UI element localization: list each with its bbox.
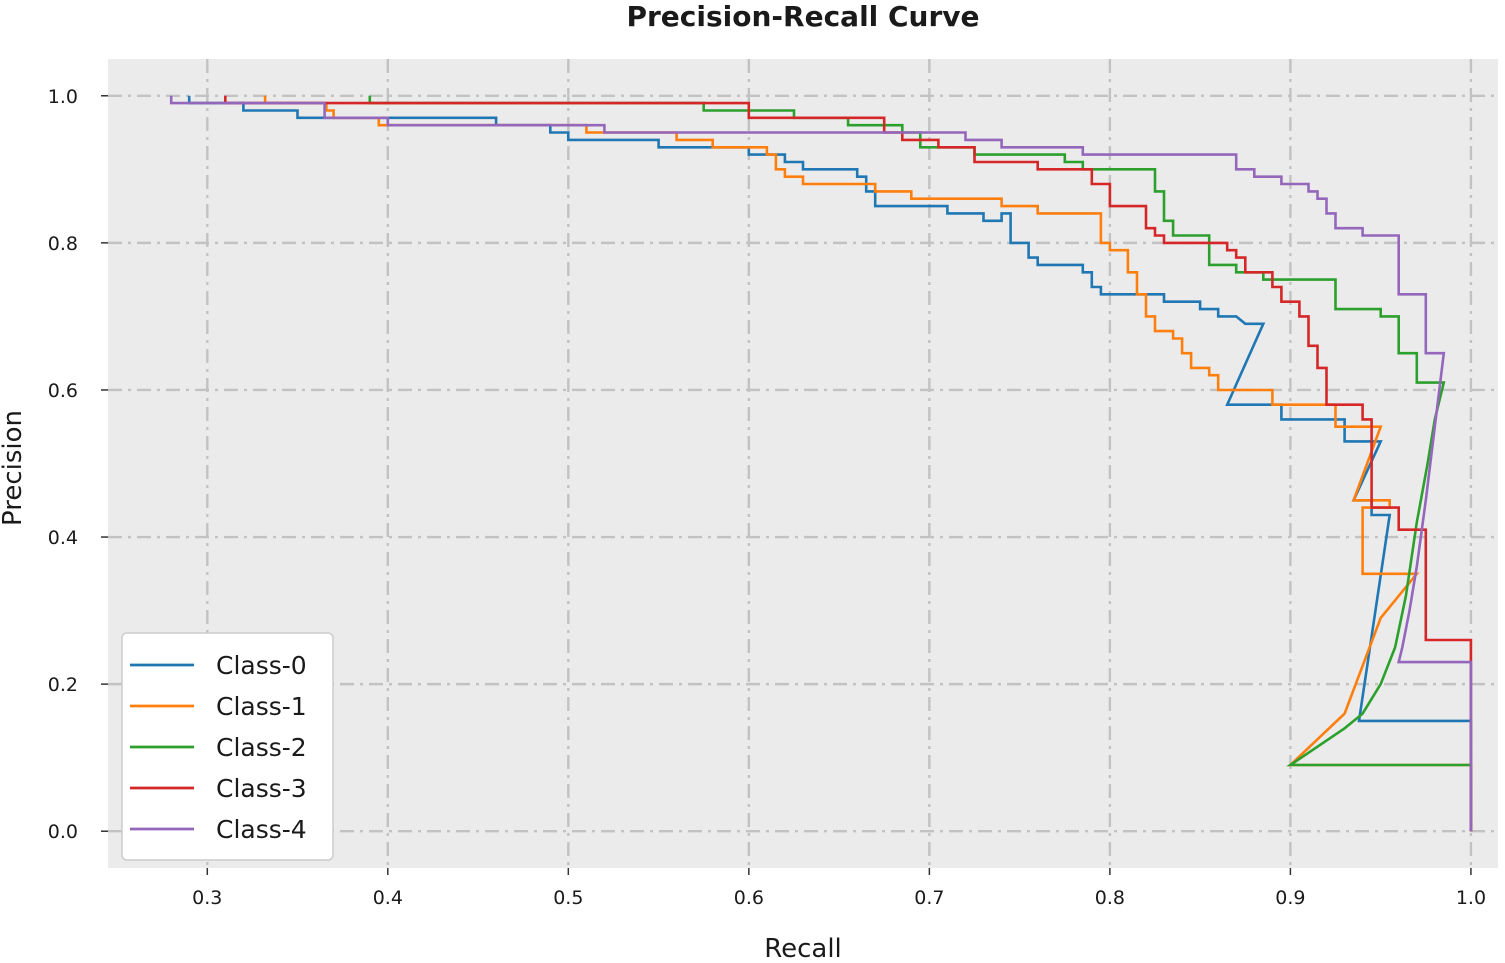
series-line-class-3 — [224, 95, 1473, 832]
legend-label: Class-1 — [216, 692, 307, 721]
series-lines — [169, 95, 1473, 832]
x-tick-label: 0.8 — [1095, 887, 1125, 909]
plot-area — [108, 59, 1498, 868]
y-tick-label: 0.2 — [48, 674, 78, 696]
chart-title: Precision-Recall Curve — [626, 0, 979, 33]
series-line-class-1 — [263, 95, 1473, 832]
legend-label: Class-3 — [216, 774, 307, 803]
x-tick-label: 0.5 — [553, 887, 583, 909]
y-tick-label: 1.0 — [48, 86, 78, 108]
x-axis-label: Recall — [764, 934, 842, 963]
axes: 0.3 0.4 0.5 0.6 0.7 0.8 0.9 1.0 0.0 0.2 0.4 0.6 0.8 1… — [48, 86, 1486, 909]
legend-label: Class-4 — [216, 815, 307, 844]
y-tick-label: 0.0 — [48, 821, 78, 843]
legend-label: Class-2 — [216, 733, 307, 762]
y-tick-label: 0.6 — [48, 380, 78, 402]
x-tick-label: 1.0 — [1456, 887, 1486, 909]
series-line-class-0 — [187, 95, 1473, 832]
legend-label: Class-0 — [216, 651, 307, 680]
y-tick-label: 0.4 — [48, 527, 78, 549]
x-tick-label: 0.7 — [914, 887, 944, 909]
x-tick-label: 0.6 — [734, 887, 764, 909]
x-tick-label: 0.9 — [1275, 887, 1305, 909]
x-tick-label: 0.3 — [192, 887, 222, 909]
legend: Class-0 Class-1 Class-2 Class-3 Class-4 — [121, 632, 334, 861]
series-line-class-2 — [368, 95, 1473, 832]
legend-box — [121, 632, 334, 861]
series-line-class-4 — [169, 95, 1473, 832]
x-tick-label: 0.4 — [373, 887, 403, 909]
y-tick-label: 0.8 — [48, 233, 78, 255]
y-axis-label: Precision — [0, 410, 28, 526]
